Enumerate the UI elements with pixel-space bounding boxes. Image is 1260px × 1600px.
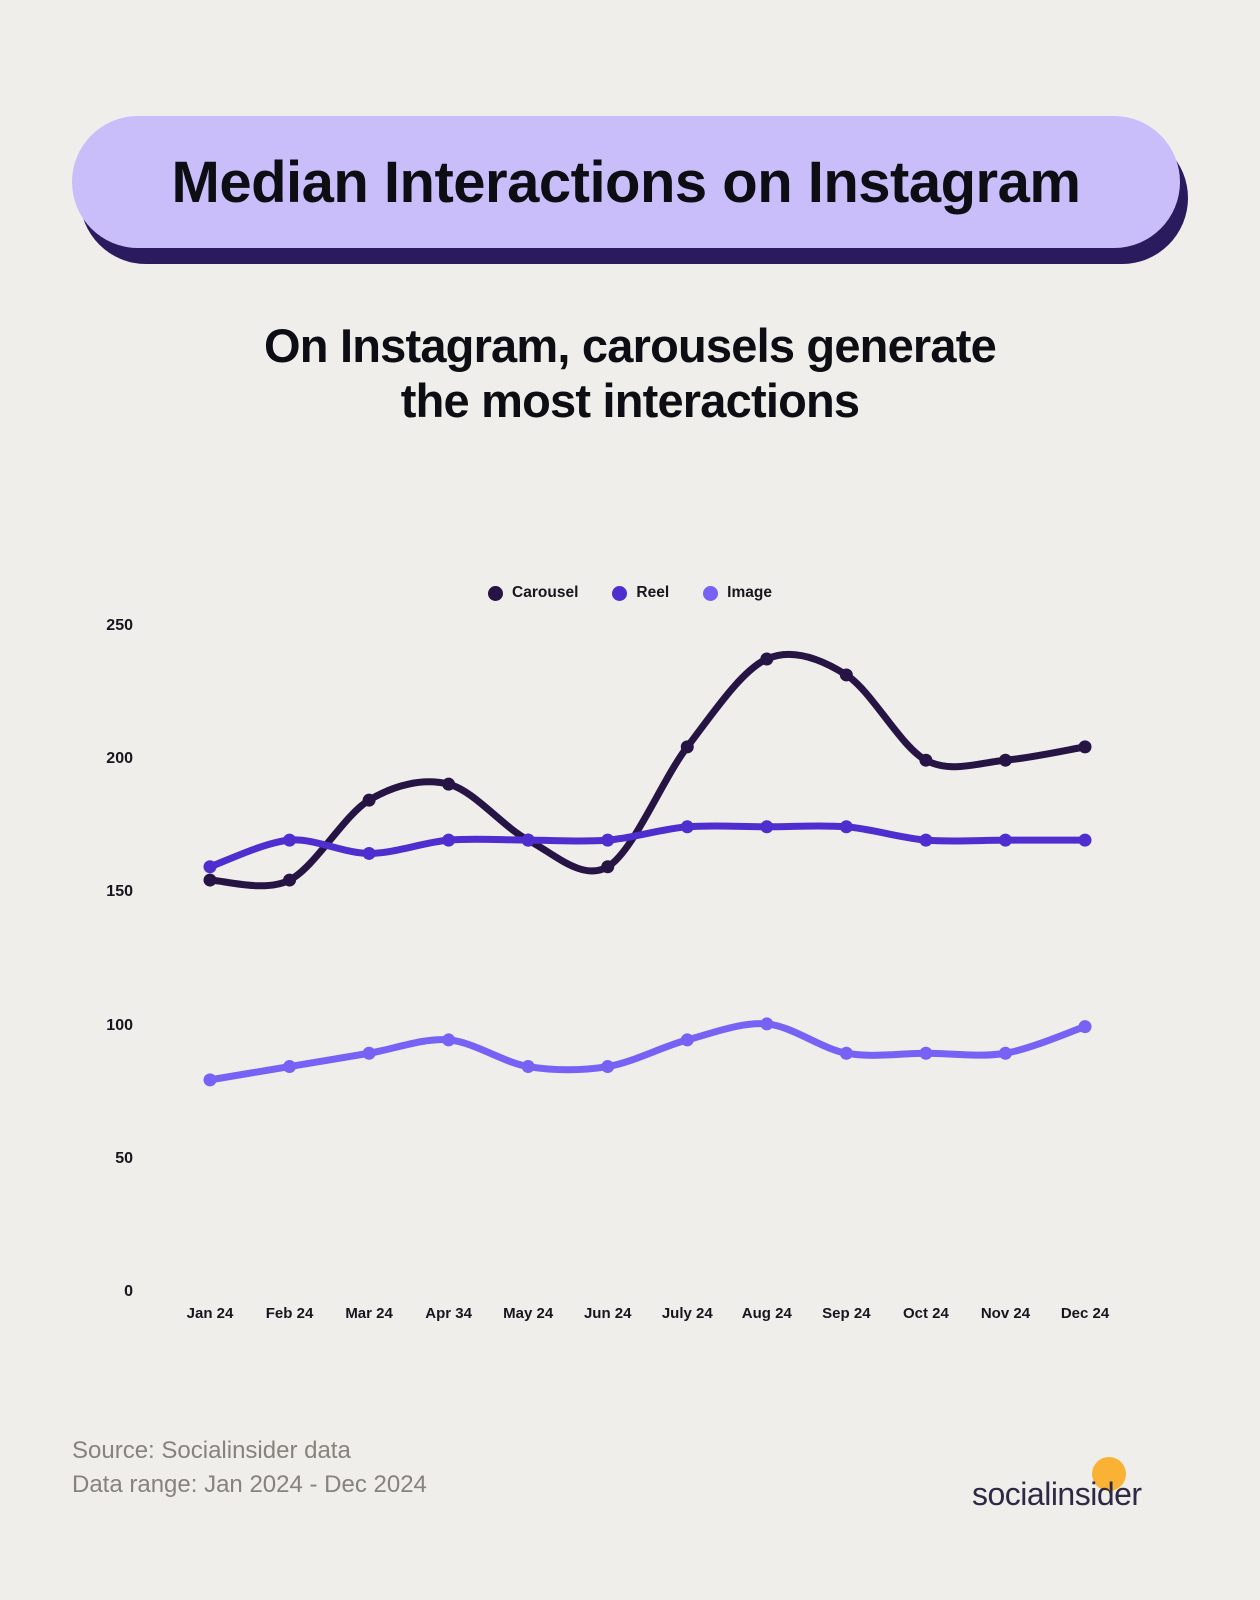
data-point[interactable]: [442, 777, 456, 791]
data-point[interactable]: [442, 1033, 456, 1047]
data-point[interactable]: [998, 753, 1012, 767]
series-line-image: [206, 1020, 1089, 1084]
data-point[interactable]: [760, 1017, 774, 1031]
x-axis-tick-label: Apr 34: [425, 1305, 472, 1322]
legend-swatch-icon: [612, 585, 628, 601]
data-point[interactable]: [283, 833, 297, 847]
title-banner-fill: Median Interactions on Instagram: [72, 116, 1180, 248]
y-axis-tick-label: 0: [124, 1283, 133, 1300]
data-point[interactable]: [203, 873, 217, 887]
legend-label: Carousel: [512, 584, 579, 601]
data-point[interactable]: [760, 652, 774, 666]
data-point[interactable]: [601, 1060, 615, 1074]
logo-circle-icon: [1092, 1457, 1126, 1491]
data-point[interactable]: [521, 833, 535, 847]
data-point[interactable]: [601, 860, 615, 874]
data-point[interactable]: [283, 873, 297, 887]
x-axis-tick-label: Aug 24: [741, 1305, 792, 1322]
subtitle-line-1: On Instagram, carousels generate: [264, 319, 997, 372]
data-point[interactable]: [203, 860, 217, 874]
y-axis-tick-label: 150: [106, 883, 133, 901]
y-axis-tick-label: 200: [106, 750, 133, 768]
legend-item-carousel[interactable]: Carousel: [488, 584, 578, 602]
subtitle: On Instagram, carousels generate the mos…: [0, 318, 1260, 429]
chart-legend: Carousel Reel Image: [0, 584, 1260, 602]
data-point[interactable]: [1078, 1020, 1092, 1034]
chart-plot-area: [203, 650, 1092, 1087]
data-point[interactable]: [362, 793, 376, 807]
data-point[interactable]: [203, 1073, 217, 1087]
data-point[interactable]: [362, 846, 376, 860]
data-point[interactable]: [283, 1060, 297, 1074]
title-banner: Median Interactions on Instagram: [72, 116, 1188, 264]
legend-item-reel[interactable]: Reel: [612, 584, 669, 602]
legend-label: Reel: [636, 584, 670, 601]
source-text: Source: Socialinsider data: [72, 1437, 351, 1464]
line-chart: 250 200 150 100 50 0 Jan 24 Feb 24 Mar 24 Apr 34…: [0, 600, 1260, 1340]
data-point[interactable]: [998, 833, 1012, 847]
data-point[interactable]: [919, 1046, 933, 1060]
y-axis-tick-label: 50: [115, 1149, 133, 1167]
footer-note: Source: Socialinsider data Data range: J…: [72, 1434, 427, 1502]
page-title: Median Interactions on Instagram: [171, 149, 1081, 215]
x-axis-tick-label: Sep 24: [822, 1305, 871, 1322]
data-point[interactable]: [919, 833, 933, 847]
x-axis-tick-label: Jun 24: [583, 1305, 632, 1322]
data-point[interactable]: [521, 1060, 535, 1074]
data-point[interactable]: [1078, 833, 1092, 847]
x-axis-tick-label: Dec 24: [1060, 1305, 1110, 1322]
data-range-text: Data range: Jan 2024 - Dec 2024: [72, 1471, 427, 1499]
data-point[interactable]: [601, 833, 615, 847]
data-point[interactable]: [839, 1046, 853, 1060]
y-axis-tick-label: 100: [106, 1016, 133, 1034]
socialinsider-logo: socialinsider: [972, 1455, 1182, 1513]
y-axis-tick-label: 250: [106, 617, 133, 634]
x-axis-tick-label: May 24: [503, 1305, 554, 1322]
logo-wordmark: socialinsider: [972, 1476, 1142, 1512]
data-point[interactable]: [680, 1033, 694, 1047]
data-point[interactable]: [760, 820, 774, 834]
data-point[interactable]: [680, 740, 694, 754]
data-point[interactable]: [839, 820, 853, 834]
x-axis-tick-label: Feb 24: [265, 1305, 314, 1322]
data-point[interactable]: [1078, 740, 1092, 754]
data-point[interactable]: [362, 1046, 376, 1060]
x-axis-tick-label: Jan 24: [186, 1305, 234, 1322]
data-point[interactable]: [839, 668, 853, 682]
subtitle-line-2: the most interactions: [400, 374, 860, 428]
data-point[interactable]: [680, 820, 694, 834]
legend-swatch-icon: [703, 585, 719, 601]
x-axis-tick-label: Mar 24: [345, 1305, 393, 1322]
x-axis-tick-label: Oct 24: [902, 1305, 949, 1322]
legend-label: Image: [727, 584, 772, 601]
data-point[interactable]: [998, 1046, 1012, 1060]
data-point[interactable]: [919, 753, 933, 767]
x-axis-tick-label: Nov 24: [980, 1305, 1031, 1322]
legend-swatch-icon: [488, 585, 504, 601]
legend-item-image[interactable]: Image: [703, 584, 772, 602]
data-point[interactable]: [442, 833, 456, 847]
x-axis-tick-label: July 24: [661, 1305, 713, 1322]
